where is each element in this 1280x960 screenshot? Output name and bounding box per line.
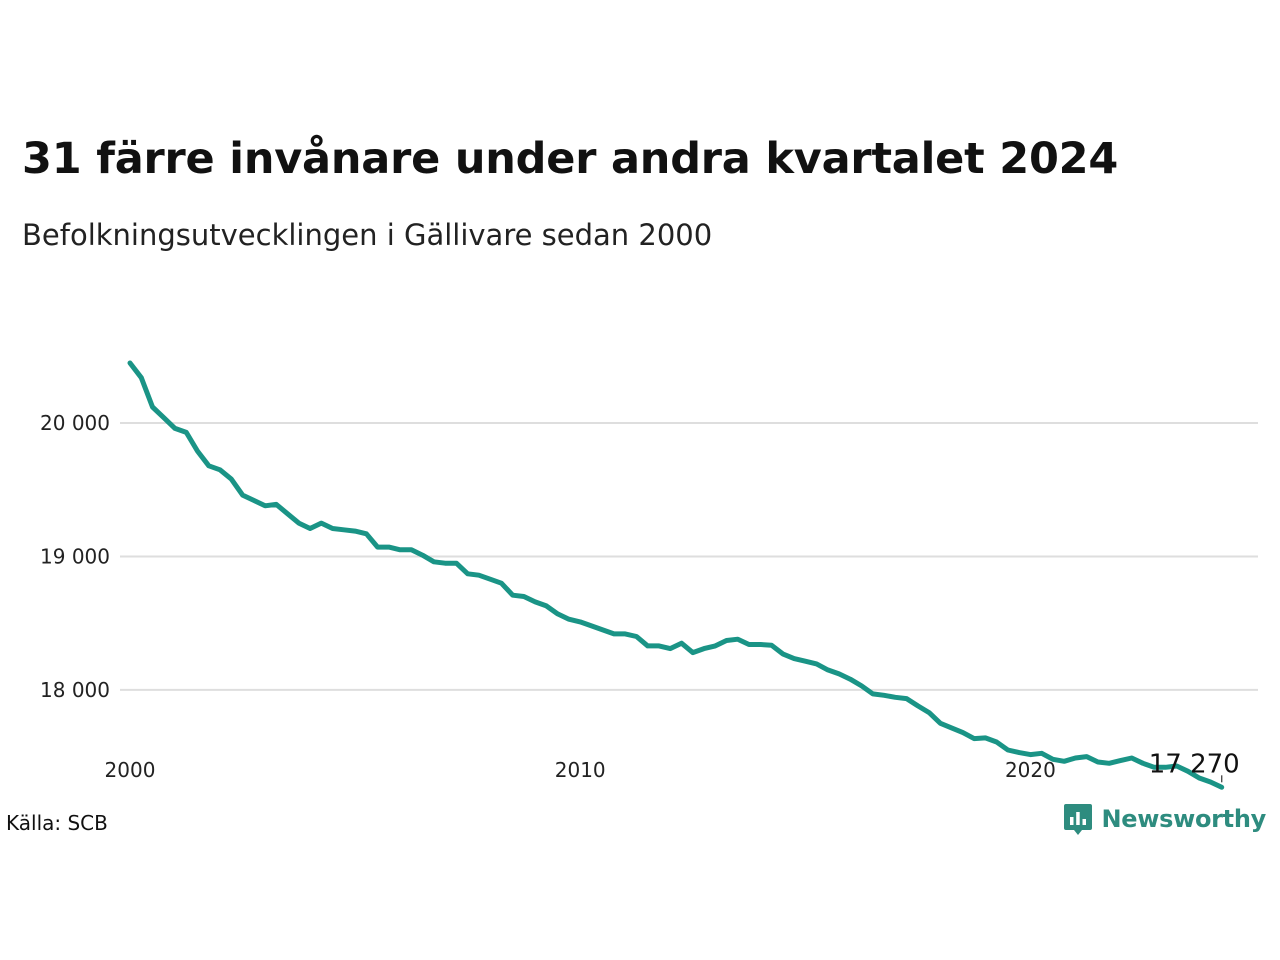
newsworthy-logo-icon (1064, 804, 1093, 835)
end-value-label: 17 270 (1149, 749, 1240, 779)
x-tick-label: 2020 (1005, 758, 1056, 782)
source-note: Källa: SCB (6, 811, 108, 835)
x-tick-label: 2010 (555, 758, 606, 782)
brand-name: Newsworthy (1101, 805, 1266, 833)
y-tick-label: 19 000 (40, 544, 110, 568)
y-tick-label: 20 000 (40, 411, 110, 435)
chart-subtitle: Befolkningsutvecklingen i Gällivare seda… (22, 218, 713, 252)
y-axis-tick-labels: 18 000 19 000 20 000 (40, 411, 110, 702)
end-label-layer: 17 270 (1149, 749, 1240, 783)
chart-title: 31 färre invånare under andra kvartalet … (22, 134, 1119, 184)
y-tick-label: 18 000 (40, 678, 110, 702)
x-axis-tick-labels: 2000 2010 2020 (105, 758, 1056, 782)
gridlines (120, 422, 1258, 691)
brand-logo: Newsworthy (1063, 802, 1266, 836)
x-tick-label: 2000 (105, 758, 156, 782)
series-layer (127, 360, 1225, 790)
series-line-0 (127, 360, 1225, 790)
